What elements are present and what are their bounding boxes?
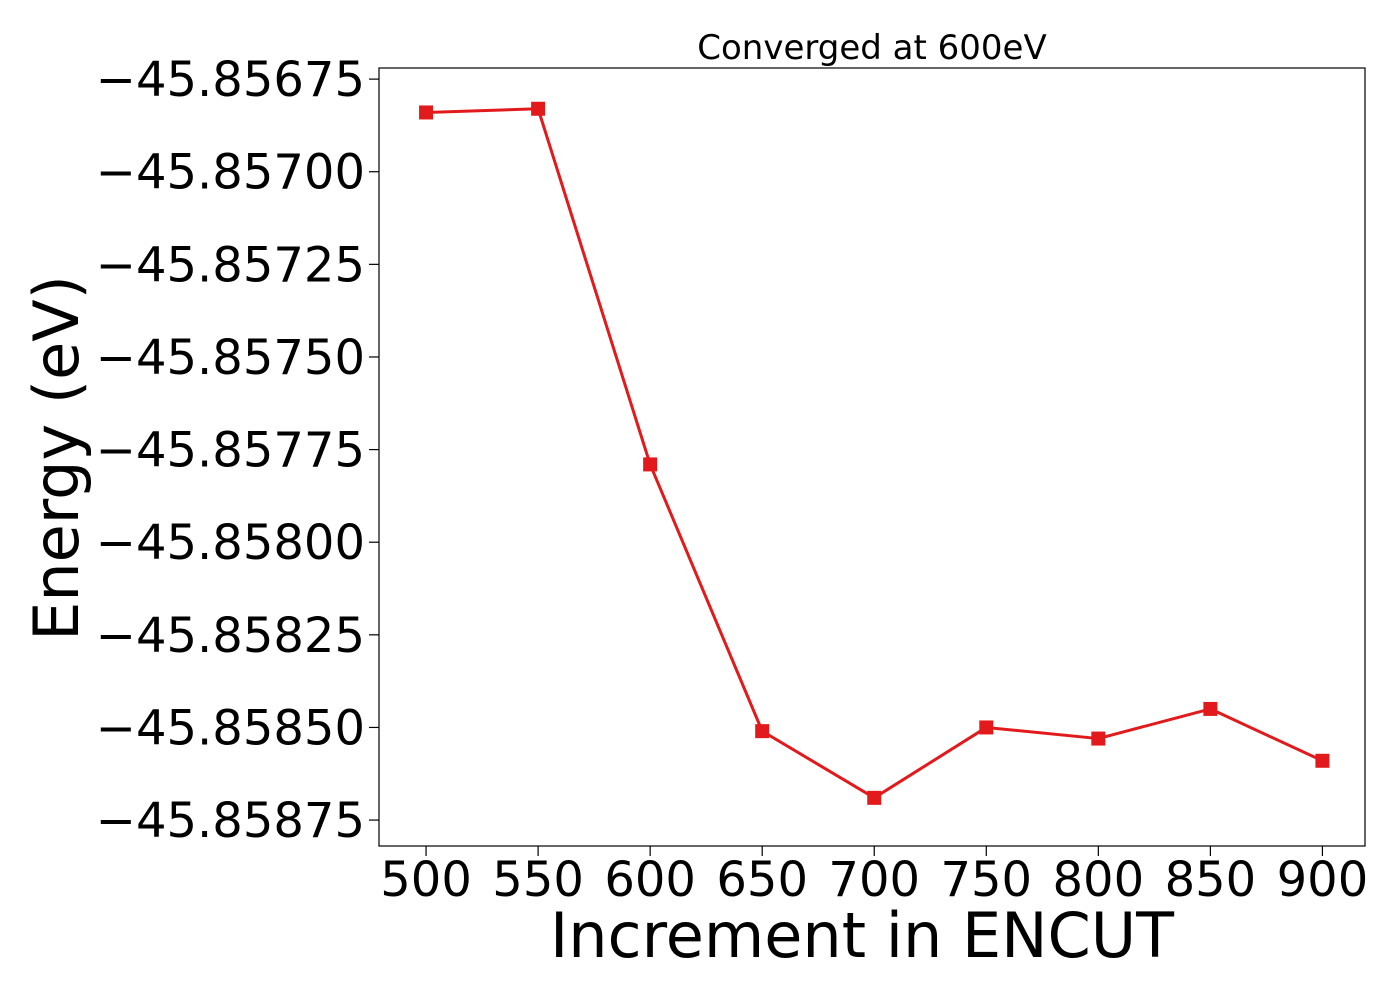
data-point-marker (979, 720, 994, 735)
x-tick-label: 700 (828, 852, 920, 908)
x-tick-label: 750 (940, 852, 1032, 908)
x-tick-label: 600 (604, 852, 696, 908)
y-tick-label: −45.85750 (96, 330, 365, 386)
x-tick-label: 850 (1165, 852, 1257, 908)
y-tick-label: −45.85800 (96, 515, 365, 571)
x-tick-label: 650 (716, 852, 808, 908)
data-point-marker (755, 724, 770, 739)
y-tick-label: −45.85875 (96, 793, 365, 849)
series-line (426, 107, 1324, 800)
plot-frame (378, 67, 1366, 847)
data-point-marker (1091, 731, 1106, 746)
series-group (419, 101, 1330, 805)
x-tick-label: 900 (1277, 852, 1369, 908)
x-axis-label: Increment in ENCUT (550, 899, 1175, 972)
y-tick-label: −45.85775 (96, 423, 365, 479)
y-tick-label: −45.85725 (96, 237, 365, 293)
y-tick-label: −45.85825 (96, 608, 365, 664)
data-point-marker (867, 790, 882, 805)
x-tick-label: 550 (492, 852, 584, 908)
chart-title: Converged at 600eV (697, 28, 1046, 68)
y-tick-label: −45.85675 (96, 52, 365, 108)
data-point-marker (1315, 753, 1330, 768)
data-point-marker (643, 457, 658, 472)
x-tick-label: 500 (380, 852, 472, 908)
data-point-marker (1203, 701, 1218, 716)
y-tick-label: −45.85700 (96, 145, 365, 201)
data-point-marker (531, 101, 546, 116)
data-point-marker (419, 105, 434, 120)
x-tick-label: 800 (1053, 852, 1145, 908)
y-axis-ticks: −45.85675 −45.85700 −45.85725 −45.85750 −45.… (96, 52, 379, 849)
y-tick-label: −45.85850 (96, 700, 365, 756)
x-axis-ticks: 500 550 600 650 700 750 800 850 900 (380, 846, 1368, 908)
y-axis-label: Energy (eV) (20, 275, 93, 641)
